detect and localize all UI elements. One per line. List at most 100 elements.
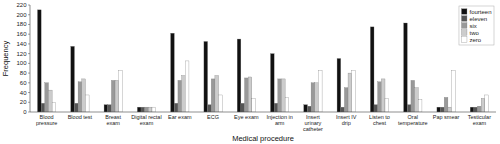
bar — [418, 100, 422, 112]
bar — [478, 106, 482, 112]
x-tick-label: Breastexam — [105, 114, 121, 126]
bar — [281, 79, 285, 112]
x-tick-label: Testicularexam — [468, 114, 491, 126]
bar — [411, 80, 415, 112]
y-tick-label: 140 — [16, 41, 27, 47]
bar — [378, 82, 382, 112]
bar — [452, 71, 456, 112]
bar — [307, 106, 311, 112]
bar — [241, 103, 245, 112]
x-tick-label: Oraltemperature — [398, 114, 428, 126]
x-tick-label: Eye exam — [234, 114, 259, 120]
bar — [341, 107, 345, 112]
bar — [337, 59, 341, 113]
x-tick-label-line: Insert — [306, 114, 320, 120]
bar — [285, 97, 289, 112]
x-tick-label-line: urinary — [305, 120, 322, 126]
legend: fourteenelevensixtwozero — [459, 6, 494, 45]
x-tick-label-line: Eye exam — [234, 114, 259, 120]
bar — [111, 80, 115, 112]
y-tick-label: 220 — [16, 2, 27, 8]
legend-label: two — [469, 30, 479, 36]
bar — [37, 10, 41, 112]
bar — [211, 79, 215, 112]
y-tick — [28, 73, 30, 74]
bar — [385, 98, 389, 112]
bar — [404, 23, 408, 112]
bar — [441, 107, 445, 112]
x-tick-label-line: catheter — [303, 126, 323, 132]
legend-label: zero — [469, 37, 481, 43]
bar — [444, 97, 448, 112]
bar — [204, 41, 208, 112]
x-tick-label-line: Blood test — [68, 114, 93, 120]
legend-swatch — [461, 30, 467, 36]
bar — [274, 103, 278, 112]
x-tick-label-line: exam — [140, 120, 154, 126]
bar — [152, 107, 156, 112]
bar — [474, 107, 478, 112]
y-tick-label: 160 — [16, 31, 27, 37]
bar — [171, 33, 175, 112]
bar — [370, 27, 374, 112]
bar — [115, 80, 119, 112]
bar — [374, 105, 378, 112]
x-tick-label: Blood test — [68, 114, 93, 120]
x-tick-label-line: Digital rectal — [131, 114, 161, 120]
x-tick-label: Listen tochest — [369, 114, 390, 126]
y-tick — [28, 63, 30, 64]
bar — [182, 76, 186, 112]
bars — [37, 10, 488, 112]
x-tick-label-line: Listen to — [369, 114, 390, 120]
bar — [208, 105, 212, 112]
bar — [270, 54, 274, 112]
x-tick-label: ECG — [207, 114, 219, 120]
x-tick-label: Pap smear — [433, 114, 460, 120]
legend-label: fourteen — [469, 9, 491, 15]
bar — [485, 95, 489, 112]
bar — [311, 83, 315, 112]
bar — [407, 105, 411, 112]
y-tick — [28, 34, 30, 35]
x-tick-label-line: Oral — [408, 114, 418, 120]
y-tick-label: 180 — [16, 21, 27, 27]
bar — [352, 71, 356, 112]
bar — [74, 103, 78, 112]
bar — [215, 76, 219, 112]
y-tick-label: 20 — [20, 99, 27, 105]
x-tick-label: Insert IVdrip — [336, 114, 357, 126]
y-tick-label: 0 — [23, 109, 27, 115]
x-tick-label-line: temperature — [398, 120, 428, 126]
x-tick-label-line: Testicular — [468, 114, 491, 120]
y-tick — [28, 82, 30, 83]
x-tick-label: Bloodpressure — [36, 114, 57, 126]
bar — [148, 107, 152, 112]
bar — [348, 73, 352, 112]
bar — [344, 88, 348, 112]
bar — [481, 98, 485, 112]
x-tick-label: Inserturinarycatheter — [303, 114, 323, 133]
x-tick-label: Ear exam — [168, 114, 192, 120]
legend-swatch — [461, 9, 467, 15]
bar — [174, 103, 178, 112]
y-tick — [28, 102, 30, 103]
x-tick-label-line: Breast — [105, 114, 121, 120]
y-tick — [28, 24, 30, 25]
x-tick-label-line: pressure — [36, 120, 57, 126]
bar — [108, 105, 112, 112]
bar — [245, 78, 249, 112]
legend-swatch — [461, 37, 467, 43]
bar — [278, 79, 282, 112]
x-tick-label-line: ECG — [207, 114, 219, 120]
bar — [178, 80, 182, 112]
bar — [318, 71, 322, 112]
bar — [252, 98, 256, 112]
x-tick-label-line: chest — [373, 120, 387, 126]
bar — [52, 102, 56, 112]
y-tick-label: 60 — [20, 80, 27, 86]
x-axis-line — [30, 112, 496, 113]
x-tick-label-line: exam — [473, 120, 487, 126]
legend-swatch — [461, 23, 467, 29]
bar — [137, 107, 141, 112]
x-tick-label: Digital rectalexam — [131, 114, 161, 126]
